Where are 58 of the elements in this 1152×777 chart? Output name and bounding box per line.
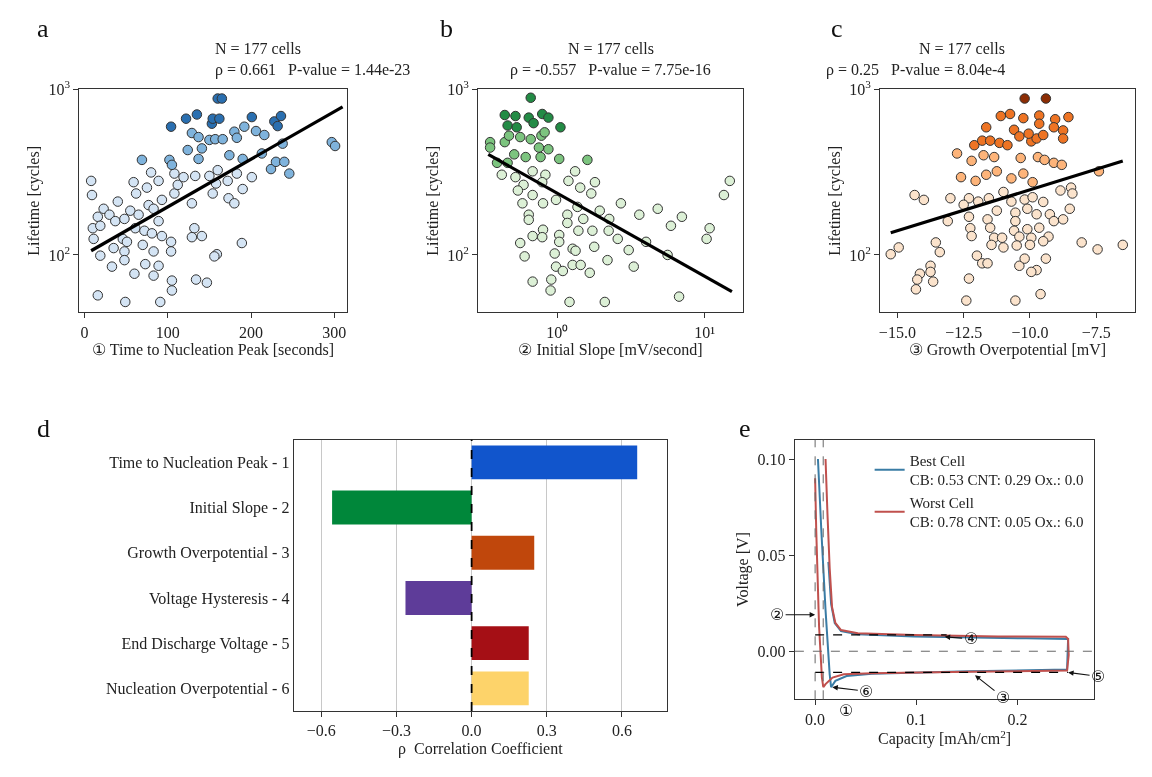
chart-subtitle: ρ = -0.557 P-value = 7.75e-16 bbox=[510, 61, 711, 79]
x-axis-title: ② Initial Slope [mV/second] bbox=[518, 341, 703, 360]
text: c bbox=[831, 14, 843, 43]
chart-title: N = 177 cells bbox=[919, 40, 1005, 57]
x-tick-label: 0.3 bbox=[536, 722, 557, 740]
x-tick-label: −0.6 bbox=[306, 722, 336, 740]
x-tick-label: 0.6 bbox=[611, 722, 632, 740]
y-tick-label: 0.00 bbox=[757, 642, 786, 660]
text: e bbox=[739, 414, 751, 443]
y-tick-label: 0.10 bbox=[757, 450, 786, 468]
y-axis-title: Lifetime [cycles] bbox=[25, 146, 44, 256]
text: a bbox=[37, 14, 49, 43]
x-tick-label: −7.5 bbox=[1081, 323, 1111, 341]
x-tick-label: 300 bbox=[322, 323, 347, 341]
y-tick-label: Voltage Hysteresis - 4 bbox=[148, 589, 290, 608]
y-axis-title: Lifetime [cycles] bbox=[826, 146, 845, 256]
x-axis-title: Capacity [mAh/cm$^{2}$] bbox=[878, 727, 1012, 749]
x-tick-label: 10⁰ bbox=[546, 323, 569, 341]
x-tick-label: −0.3 bbox=[381, 722, 411, 740]
x-tick-label: −12.5 bbox=[945, 323, 983, 341]
y-tick-label: Nucleation Overpotential - 6 bbox=[105, 679, 290, 698]
annotation: ⑥ bbox=[859, 682, 874, 701]
chart-title: N = 177 cells bbox=[568, 40, 654, 57]
y-tick-label: 10$^{3}$ bbox=[48, 78, 71, 98]
y-tick-label: 10$^{2}$ bbox=[447, 243, 469, 264]
y-tick-label: 0.05 bbox=[757, 546, 786, 564]
x-tick-label: 10¹ bbox=[694, 323, 716, 341]
chart-subtitle: ρ = 0.661 P-value = 1.44e-23 bbox=[215, 61, 411, 79]
x-tick-label: 200 bbox=[239, 323, 264, 341]
chart-title: N = 177 cells bbox=[215, 40, 301, 57]
y-tick-label: 10$^{2}$ bbox=[849, 243, 871, 264]
y-tick-label: 10$^{3}$ bbox=[447, 78, 470, 98]
x-axis-title: ρ Correlation Coefficient bbox=[398, 739, 564, 758]
x-tick-label: 0 bbox=[80, 323, 89, 341]
y-tick-label: Initial Slope - 2 bbox=[189, 499, 290, 518]
y-axis-title: Lifetime [cycles] bbox=[424, 146, 443, 256]
x-tick-label: 0.0 bbox=[461, 722, 482, 740]
x-tick-label: −15.0 bbox=[878, 323, 916, 341]
x-tick-label: 100 bbox=[155, 323, 180, 341]
text: b bbox=[440, 14, 453, 43]
y-tick-label: 10$^{2}$ bbox=[48, 243, 71, 264]
x-axis-title: ③ Growth Overpotential [mV] bbox=[908, 341, 1107, 360]
x-tick-label: 0.2 bbox=[1007, 710, 1028, 728]
chart-subtitle: ρ = 0.25 P-value = 8.04e-4 bbox=[826, 61, 1006, 79]
x-tick-label: −10.0 bbox=[1011, 323, 1049, 341]
y-axis-title: Voltage [V] bbox=[734, 532, 753, 607]
y-tick-label: Time to Nucleation Peak - 1 bbox=[109, 453, 290, 471]
x-tick-label: 0.0 bbox=[805, 710, 826, 728]
text: d bbox=[37, 414, 50, 443]
annotation: ② bbox=[770, 605, 785, 624]
x-tick-label: 0.1 bbox=[906, 710, 927, 728]
legend-label: Worst Cell CB: 0.78 CNT: 0.05 Ox.: 6.0 bbox=[909, 494, 1084, 531]
x-axis-title: ① Time to Nucleation Peak [seconds] bbox=[92, 341, 335, 359]
y-tick-label: 10$^{3}$ bbox=[849, 78, 872, 98]
text: ① bbox=[839, 701, 854, 720]
legend-label: Best Cell CB: 0.53 CNT: 0.29 Ox.: 0.0 bbox=[909, 452, 1084, 489]
y-tick-label: Growth Overpotential - 3 bbox=[127, 544, 290, 563]
y-tick-label: End Discharge Voltage - 5 bbox=[121, 634, 290, 653]
